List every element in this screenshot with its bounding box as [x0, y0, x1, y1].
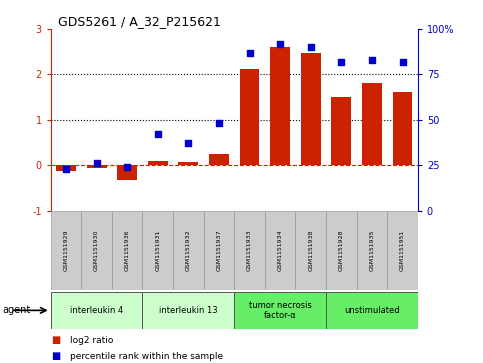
Text: GSM1151930: GSM1151930 — [94, 230, 99, 271]
Point — [93, 160, 100, 166]
Bar — [326, 292, 418, 329]
Text: GSM1151932: GSM1151932 — [186, 230, 191, 271]
Text: ■: ■ — [51, 351, 60, 361]
Text: GSM1151928: GSM1151928 — [339, 230, 344, 271]
Bar — [81, 211, 112, 290]
Text: GSM1151951: GSM1151951 — [400, 230, 405, 271]
Text: GSM1151931: GSM1151931 — [155, 230, 160, 271]
Bar — [209, 154, 229, 165]
Bar — [265, 211, 296, 290]
Text: GSM1151938: GSM1151938 — [308, 230, 313, 271]
Bar — [393, 92, 412, 165]
Text: ■: ■ — [51, 335, 60, 345]
Bar — [387, 211, 418, 290]
Point — [368, 57, 376, 63]
Point — [307, 44, 314, 50]
Bar — [356, 211, 387, 290]
Point — [62, 166, 70, 172]
Bar — [142, 211, 173, 290]
Bar — [204, 211, 234, 290]
Point — [338, 59, 345, 65]
Point — [215, 121, 223, 126]
Bar — [86, 165, 107, 168]
Bar — [173, 211, 204, 290]
Text: interleukin 13: interleukin 13 — [159, 306, 218, 315]
Bar — [234, 292, 326, 329]
Bar — [326, 211, 356, 290]
Text: agent: agent — [2, 305, 30, 315]
Point — [246, 50, 254, 56]
Point — [123, 164, 131, 170]
Bar — [142, 292, 234, 329]
Text: percentile rank within the sample: percentile rank within the sample — [70, 352, 223, 361]
Bar — [51, 211, 81, 290]
Text: GDS5261 / A_32_P215621: GDS5261 / A_32_P215621 — [58, 15, 221, 28]
Bar — [148, 161, 168, 165]
Bar — [270, 47, 290, 165]
Bar — [301, 53, 321, 165]
Text: GSM1151936: GSM1151936 — [125, 230, 130, 271]
Point — [398, 59, 406, 65]
Text: tumor necrosis
factor-α: tumor necrosis factor-α — [249, 301, 312, 320]
Text: interleukin 4: interleukin 4 — [70, 306, 123, 315]
Bar — [234, 211, 265, 290]
Bar — [117, 165, 137, 180]
Text: GSM1151933: GSM1151933 — [247, 230, 252, 271]
Point — [185, 140, 192, 146]
Point — [276, 41, 284, 46]
Bar — [51, 292, 142, 329]
Text: unstimulated: unstimulated — [344, 306, 400, 315]
Bar — [296, 211, 326, 290]
Text: GSM1151935: GSM1151935 — [369, 230, 374, 271]
Bar — [331, 97, 351, 165]
Text: log2 ratio: log2 ratio — [70, 336, 114, 345]
Bar — [56, 165, 76, 171]
Bar — [240, 69, 259, 165]
Text: GSM1151937: GSM1151937 — [216, 230, 222, 271]
Bar — [112, 211, 142, 290]
Text: GSM1151929: GSM1151929 — [63, 230, 69, 271]
Point — [154, 131, 162, 137]
Bar — [178, 163, 199, 165]
Text: GSM1151934: GSM1151934 — [278, 230, 283, 271]
Bar — [362, 83, 382, 165]
